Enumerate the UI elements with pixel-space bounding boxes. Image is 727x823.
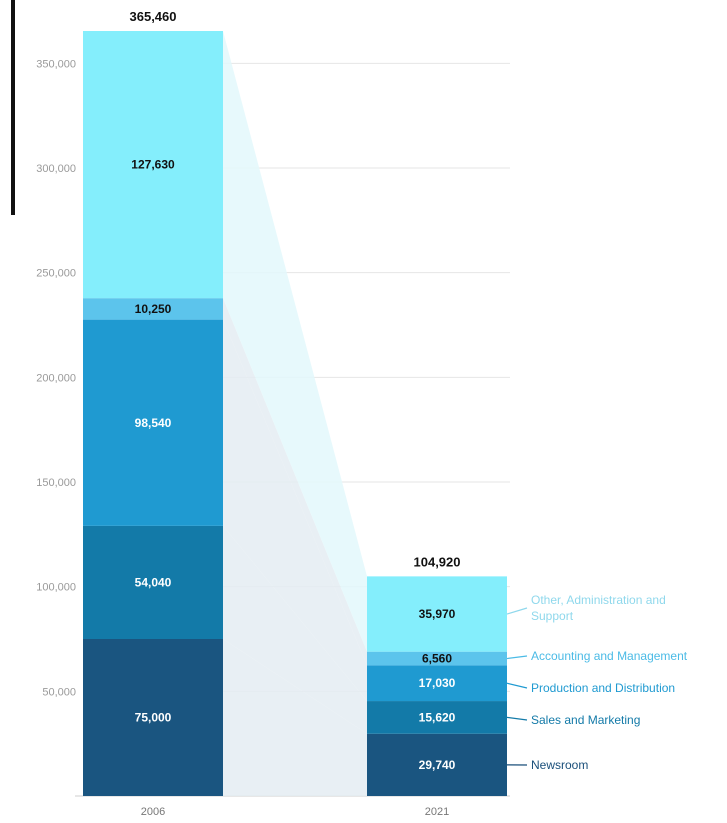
segment-value-label: 15,620 [419,710,456,724]
y-tick-label: 100,000 [36,582,76,594]
category-label: Production and Distribution [531,681,675,695]
category-label: Sales and Marketing [531,713,640,727]
y-tick-label: 300,000 [36,163,76,175]
segment-value-label: 17,030 [419,676,456,690]
x-tick-label: 2021 [425,806,449,818]
category-leader-line [507,608,527,614]
y-tick-label: 200,000 [36,372,76,384]
segment-value-label: 6,560 [422,652,452,666]
category-label: Accounting and Management [531,649,688,663]
category-leader-line [507,656,527,659]
segment-value-label: 98,540 [135,416,172,430]
x-tick-label: 2006 [141,806,165,818]
flow-bands [223,31,367,796]
segment-value-label: 35,970 [419,607,456,621]
y-tick-label: 150,000 [36,477,76,489]
total-label: 365,460 [130,9,177,24]
segment-value-label: 29,740 [419,758,456,772]
y-tick-label: 250,000 [36,268,76,280]
decorative-vertical-bar [11,0,15,215]
segment-value-label: 10,250 [135,302,172,316]
segment-value-label: 127,630 [131,158,175,172]
category-leader-line [507,717,527,720]
category-leader-line [507,683,527,688]
category-label: Newsroom [531,758,588,772]
total-label: 104,920 [414,554,461,569]
segment-value-label: 54,040 [135,575,172,589]
segment-value-label: 75,000 [135,711,172,725]
y-tick-label: 350,000 [36,58,76,70]
y-tick-label: 50,000 [42,686,76,698]
